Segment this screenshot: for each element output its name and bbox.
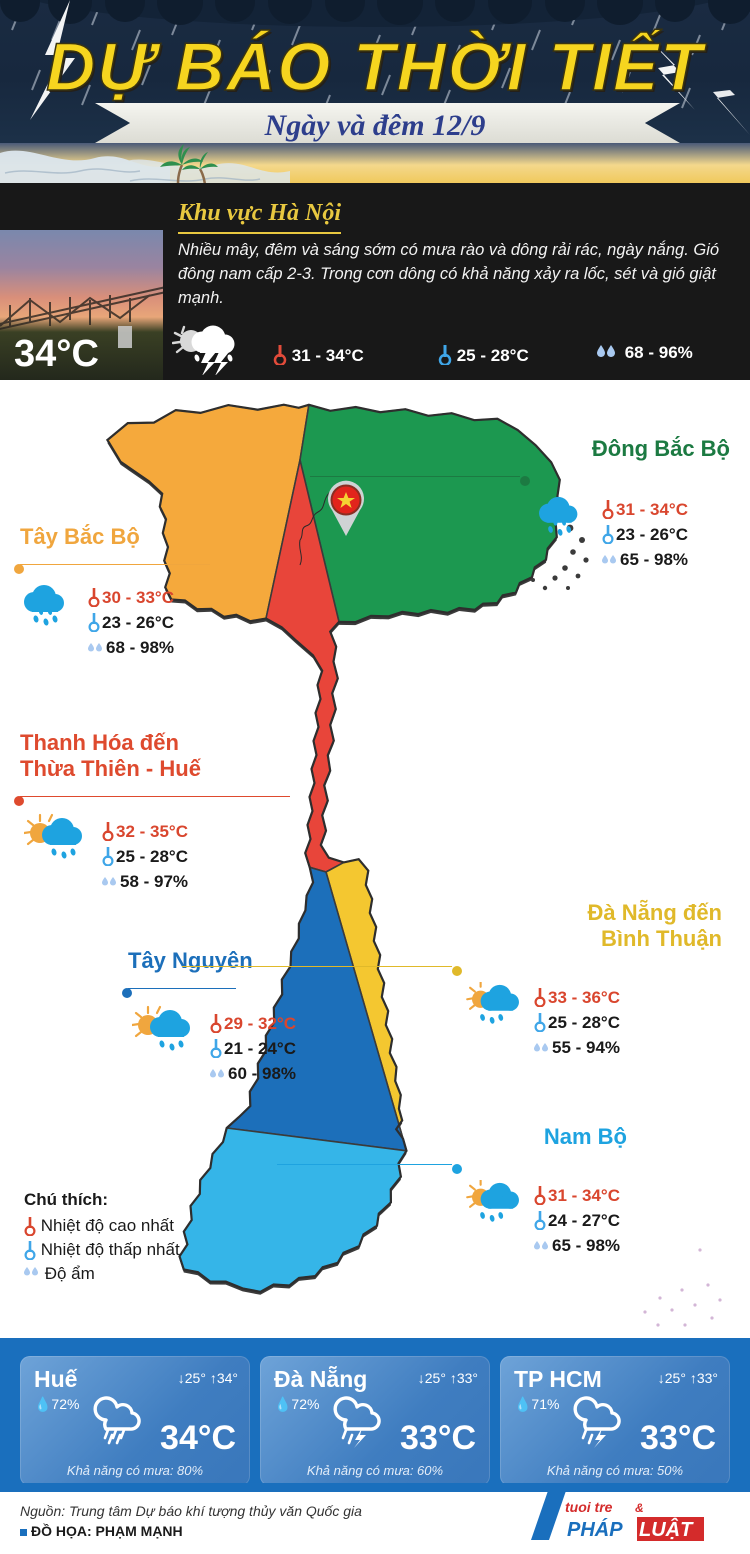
svg-text:tuoi tre: tuoi tre bbox=[565, 1499, 613, 1515]
svg-text:PHÁP: PHÁP bbox=[567, 1518, 623, 1541]
svg-text:LUẬT: LUẬT bbox=[639, 1517, 694, 1541]
svg-text:&: & bbox=[635, 1501, 644, 1515]
